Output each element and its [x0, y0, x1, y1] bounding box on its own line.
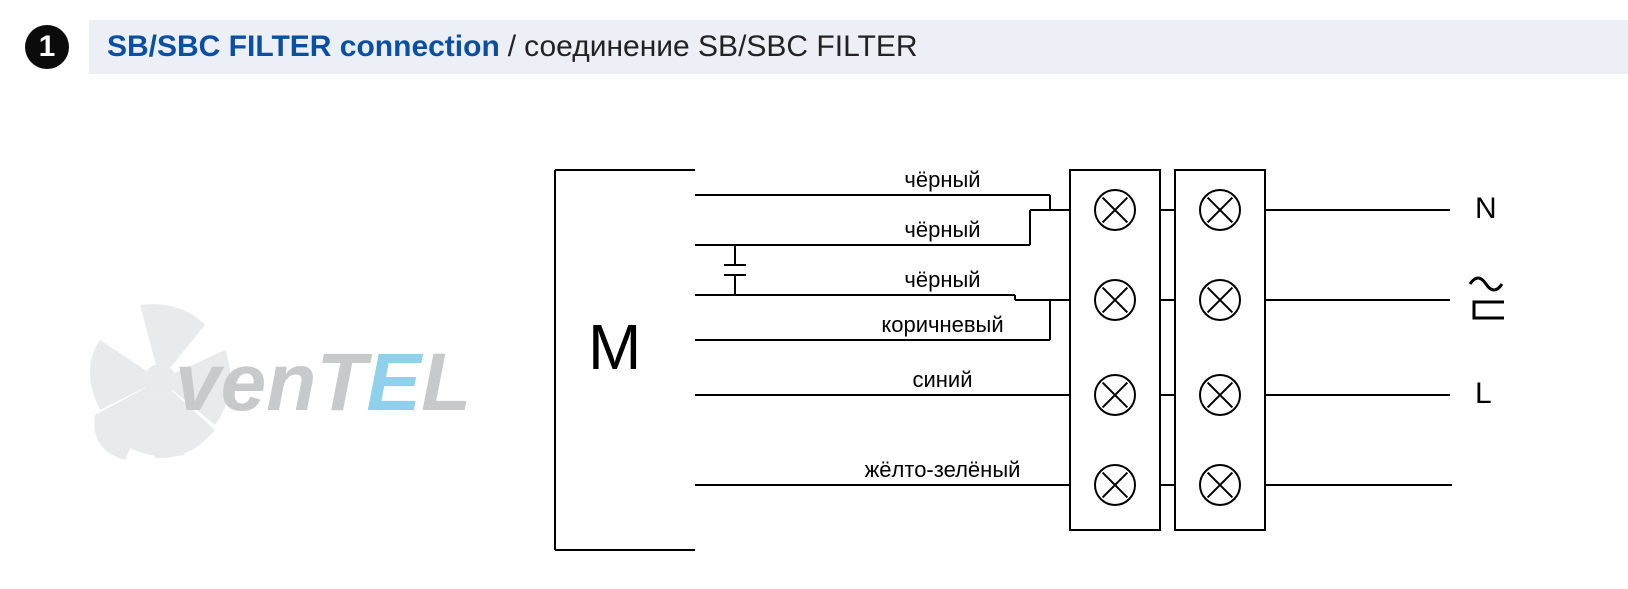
pin-label-l: L: [1475, 377, 1492, 411]
wire-label: чёрный: [904, 167, 980, 193]
motor-symbol: M: [588, 310, 641, 384]
wire-label: чёрный: [904, 267, 980, 293]
wire-label: синий: [912, 367, 972, 393]
pin-label-n: N: [1475, 192, 1497, 226]
wire-label: коричневый: [881, 312, 1003, 338]
wire-label: чёрный: [904, 217, 980, 243]
wiring-diagram: [0, 0, 1628, 589]
wire-label: жёлто-зелёный: [865, 457, 1021, 483]
page-root: 1 SB/SBC FILTER connection / соединение …: [0, 0, 1628, 589]
